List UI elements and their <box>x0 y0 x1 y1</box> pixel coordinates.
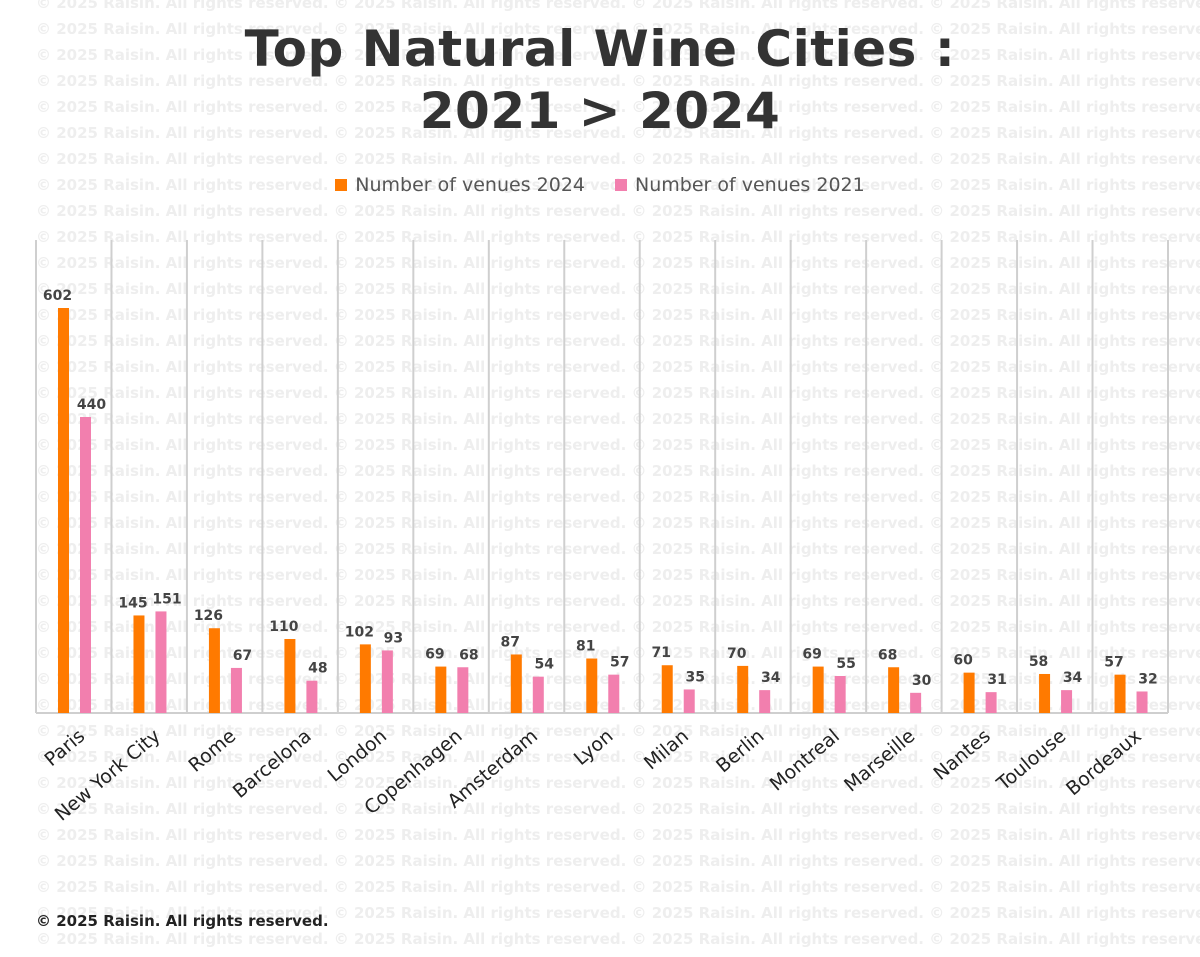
bar-2024 <box>359 644 371 713</box>
x-tick-label: Paris <box>40 725 89 771</box>
bar-2021 <box>1061 690 1073 713</box>
bar-2024 <box>510 654 522 713</box>
bar-2021 <box>381 650 393 713</box>
bar-2024 <box>1039 673 1051 713</box>
bar-2021 <box>306 680 318 713</box>
bar-2024 <box>586 658 598 713</box>
data-label-2021: 68 <box>459 647 478 663</box>
legend-swatch-2021 <box>615 179 627 191</box>
data-label-2021: 57 <box>610 655 629 671</box>
bar-2021 <box>155 611 167 713</box>
bar-2024 <box>435 666 447 713</box>
data-label-2024: 69 <box>425 647 444 663</box>
data-label-2024: 70 <box>727 646 747 662</box>
data-label-2024: 58 <box>1029 654 1048 670</box>
bar-2024 <box>208 628 220 713</box>
x-tick-label: Berlin <box>712 725 768 777</box>
x-tick-label: Milan <box>640 725 693 774</box>
x-tick-label: Marseille <box>840 725 919 796</box>
legend-label-2024: Number of venues 2024 <box>355 174 585 196</box>
legend-item-2024: Number of venues 2024 <box>335 174 585 196</box>
data-label-2021: 151 <box>152 591 181 607</box>
data-label-2021: 34 <box>1063 670 1083 686</box>
data-label-2021: 440 <box>77 397 106 413</box>
bar-2021 <box>1136 691 1148 713</box>
data-label-2024: 126 <box>194 608 223 624</box>
bar-2024 <box>133 615 145 713</box>
bar-2021 <box>230 667 242 713</box>
bar-2021 <box>608 674 620 713</box>
x-tick-label: London <box>324 725 392 787</box>
legend: Number of venues 2024 Number of venues 2… <box>0 174 1200 196</box>
x-tick-label: Lyon <box>570 725 618 770</box>
data-label-2021: 30 <box>912 673 932 689</box>
x-tick-label: Bordeaux <box>1062 725 1146 800</box>
bar-2021 <box>910 692 922 713</box>
bar-2021 <box>683 689 695 713</box>
bar-2024 <box>661 665 673 713</box>
legend-swatch-2024 <box>335 179 348 191</box>
bar-2024 <box>1114 674 1126 713</box>
data-label-2024: 60 <box>953 653 973 669</box>
bar-2024 <box>812 666 824 713</box>
data-label-2024: 68 <box>878 647 897 663</box>
bar-2024 <box>737 665 749 713</box>
data-label-2024: 71 <box>651 645 670 661</box>
chart-title-line1: Top Natural Wine Cities : <box>244 20 956 78</box>
bar-2021 <box>985 692 997 713</box>
data-label-2024: 69 <box>802 647 821 663</box>
x-tick-label: Nantes <box>929 725 994 785</box>
legend-label-2021: Number of venues 2021 <box>635 174 865 196</box>
data-label-2024: 102 <box>345 624 374 640</box>
data-label-2021: 48 <box>308 661 327 677</box>
bar-2021 <box>532 676 544 713</box>
data-label-2021: 54 <box>535 657 555 673</box>
data-label-2024: 145 <box>118 595 147 611</box>
data-label-2024: 87 <box>501 634 520 650</box>
bar-2024 <box>888 667 900 713</box>
x-tick-label: Toulouse <box>992 725 1070 796</box>
data-label-2024: 81 <box>576 639 595 655</box>
data-label-2024: 57 <box>1104 655 1123 671</box>
bar-2024 <box>963 672 975 713</box>
data-label-2021: 55 <box>836 656 855 672</box>
bar-2024 <box>284 638 296 713</box>
x-tick-label: Barcelona <box>229 725 316 803</box>
data-label-2021: 67 <box>233 648 252 664</box>
x-tick-label: Rome <box>185 725 241 777</box>
data-label-2024: 110 <box>269 619 298 635</box>
legend-item-2021: Number of venues 2021 <box>615 174 865 196</box>
bar-2024 <box>58 308 69 713</box>
bar-2021 <box>457 667 469 713</box>
bar-2021 <box>759 690 771 713</box>
chart-title: Top Natural Wine Cities : 2021 > 2024 <box>0 18 1200 142</box>
data-label-2021: 35 <box>685 669 704 685</box>
data-label-2021: 31 <box>987 672 1006 688</box>
data-label-2021: 34 <box>761 670 781 686</box>
data-label-2021: 32 <box>1138 671 1157 687</box>
bar-2021 <box>834 675 846 713</box>
copyright-footer: © 2025 Raisin. All rights reserved. <box>36 912 329 930</box>
bar-2021 <box>80 416 91 713</box>
x-tick-label: Montreal <box>766 725 844 796</box>
data-label-2024: 602 <box>43 288 72 304</box>
data-label-2021: 93 <box>384 630 403 646</box>
chart-title-line2: 2021 > 2024 <box>419 82 781 140</box>
